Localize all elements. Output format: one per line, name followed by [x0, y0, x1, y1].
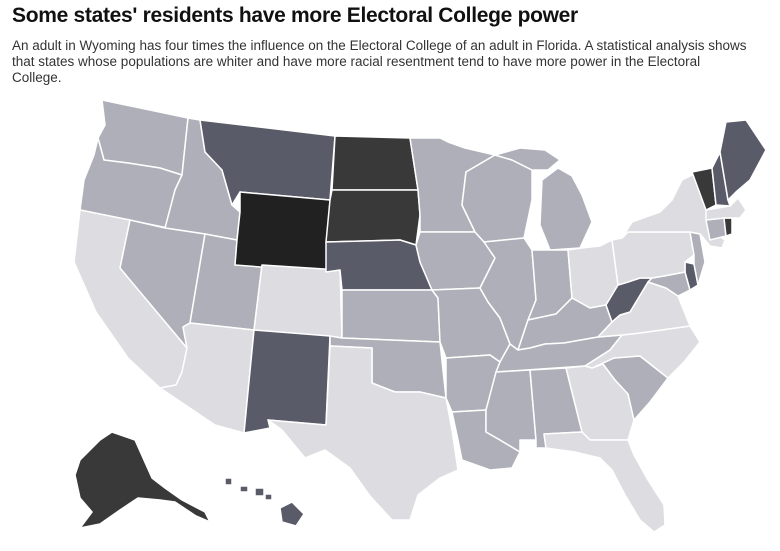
- state-texas: [267, 345, 459, 521]
- state-north-dakota: [331, 135, 419, 191]
- chart-title: Some states' residents have more Elector…: [12, 4, 578, 27]
- state-maine: [719, 119, 767, 201]
- state-north-carolina: [584, 325, 701, 379]
- state-south-dakota: [325, 189, 421, 246]
- state-connecticut: [705, 217, 727, 241]
- state-hawaii: [224, 477, 305, 527]
- state-alaska: [74, 431, 211, 529]
- state-rhode-island: [723, 217, 733, 237]
- chart-subtitle: An adult in Wyoming has four times the i…: [12, 38, 747, 85]
- state-florida: [543, 431, 666, 533]
- state-michigan: [494, 147, 593, 251]
- state-new-mexico: [243, 329, 331, 434]
- state-wyoming: [234, 191, 331, 273]
- state-massachusetts: [705, 197, 747, 221]
- state-kansas: [341, 289, 441, 343]
- state-new-hampshire: [711, 151, 731, 207]
- state-colorado: [253, 264, 343, 339]
